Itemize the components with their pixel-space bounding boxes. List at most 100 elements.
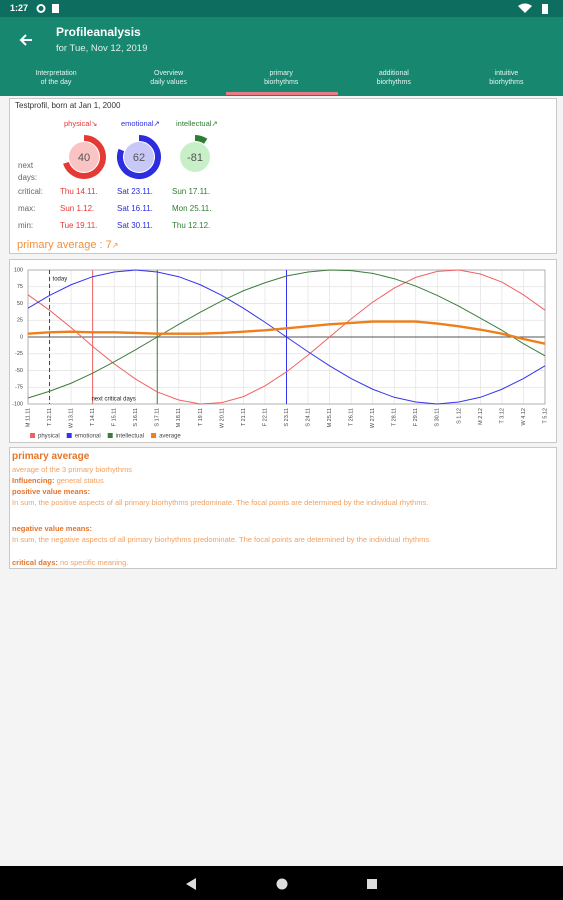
- y-tick-label: 25: [17, 318, 23, 324]
- status-icons-right: [518, 3, 548, 14]
- rhythm-name-text: emotional: [121, 119, 154, 128]
- influencing-label: Influencing:: [12, 476, 55, 485]
- x-tick-label: S 23.11: [284, 408, 290, 427]
- tab[interactable]: additional biorhythms: [338, 69, 450, 87]
- critical-label: critical days:: [12, 558, 58, 567]
- chart-card: [9, 259, 557, 443]
- tab[interactable]: Overview daily values: [113, 69, 225, 87]
- chart: M 11.11 T 12.11 W 13.11 T 14.11 F 15.11 S 16.…: [12, 267, 548, 440]
- x-tick-label: S 1.12: [456, 408, 462, 424]
- rhythm-name-text: physical: [64, 119, 92, 128]
- average-line: primary average : 7↗: [17, 239, 118, 251]
- x-tick-label: W 20.11: [219, 408, 225, 428]
- legend-swatch: [151, 433, 157, 438]
- rhythm-date: Sat 16.11.: [117, 204, 153, 213]
- gauge-value: 40: [78, 152, 90, 164]
- gauge-value: -81: [187, 152, 203, 164]
- influencing: Influencing: general status: [12, 476, 548, 486]
- tab-label-line: biorhythms: [489, 79, 524, 86]
- tab-label-line: Overview: [154, 70, 184, 77]
- x-tick-label: S 24.11: [305, 408, 311, 427]
- gauge-inner: [69, 142, 99, 172]
- app-subtitle: for Tue, Nov 12, 2019: [56, 43, 148, 54]
- tab-label-line: daily values: [150, 79, 187, 86]
- rhythm-date: Sun 17.11.: [172, 187, 211, 196]
- rhythm-name: intellectual↗: [176, 119, 218, 128]
- tab[interactable]: primary biorhythms: [225, 69, 337, 87]
- status-time: 1:27: [10, 3, 29, 13]
- status-icons: [36, 4, 59, 13]
- average-label: primary average :: [17, 239, 103, 251]
- y-tick-label: -25: [15, 351, 23, 357]
- y-tick-label: 50: [17, 301, 23, 307]
- series-line: [27, 269, 546, 405]
- legend-swatch: [66, 433, 72, 438]
- back-button[interactable]: [18, 32, 34, 48]
- profile-card: [9, 98, 557, 254]
- rhythm-date: Thu 14.11.: [60, 187, 98, 196]
- x-tick-label: T 19.11: [198, 408, 204, 426]
- legend-label: emotional: [75, 434, 101, 440]
- x-tick-label: T 28.11: [392, 408, 398, 426]
- x-tick-label: T 26.11: [349, 408, 355, 426]
- rhythm-date: Sat 30.11.: [117, 221, 153, 230]
- rhythm-name-text: intellectual: [176, 119, 212, 128]
- tab-label-line: biorhythms: [376, 79, 411, 86]
- x-tick-label: F 22.11: [262, 408, 268, 426]
- tab-label-line: of the day: [40, 79, 72, 86]
- x-tick-label: W 27.11: [370, 408, 376, 428]
- row-label: critical:: [18, 187, 43, 196]
- gauges: 40 62 -81: [63, 135, 210, 179]
- x-tick-label: T 3.12: [499, 408, 505, 424]
- average-value: 7: [105, 239, 112, 251]
- y-tick-label: -75: [15, 385, 23, 391]
- tab-label-line: biorhythms: [264, 79, 299, 86]
- gauge-arc: [117, 135, 161, 179]
- rhythm-date: Mon 25.11.: [172, 204, 212, 213]
- row-label: min:: [18, 221, 34, 230]
- series-line: [27, 269, 546, 405]
- rhythm-name: emotional↗: [121, 119, 160, 128]
- gauge-arc: [194, 135, 208, 144]
- description-card: [9, 447, 557, 569]
- y-tick-label: -50: [15, 368, 23, 374]
- average-trend: ↗: [111, 241, 119, 250]
- nav-back[interactable]: [186, 878, 196, 890]
- legend-label: average: [159, 434, 181, 440]
- x-tick-label: T 21.11: [241, 408, 247, 426]
- nav-home[interactable]: [276, 878, 288, 890]
- nav-recents[interactable]: [367, 879, 377, 889]
- series-line: [27, 269, 546, 399]
- x-tick-label: M 25.11: [327, 408, 333, 427]
- positive-label-text: positive value means:: [12, 487, 90, 496]
- x-tick-label: F 15.11: [112, 408, 118, 426]
- critical-text: no specific meaning.: [59, 558, 129, 567]
- tab-label-line: primary: [269, 70, 293, 77]
- tab-label-line: intuitive: [494, 70, 519, 77]
- x-tick-label: W 13.11: [69, 408, 75, 428]
- legend-label: intellectual: [116, 434, 144, 440]
- rhythm-trend: ↗: [153, 119, 160, 128]
- x-tick-label: T 14.11: [90, 408, 96, 426]
- profile-header: Testprofil, born at Jan 1, 2000: [15, 101, 121, 110]
- x-tick-label: S 16.11: [133, 408, 139, 427]
- y-tick-label: -100: [12, 401, 23, 407]
- tab[interactable]: intuitive biorhythms: [450, 69, 562, 87]
- rhythm-date: Sun 1.12.: [60, 204, 95, 213]
- x-tick-label: M 18.11: [176, 408, 182, 427]
- positive-text: In sum, the positive aspects of all prim…: [12, 498, 429, 507]
- gauge-arc: [63, 135, 106, 179]
- annotation: today: [53, 277, 68, 283]
- rhythm-date: Thu 12.12.: [172, 221, 211, 230]
- rhythm-trend: ↗: [211, 119, 218, 128]
- description-title: primary average: [12, 451, 90, 462]
- row-label: max:: [18, 204, 36, 213]
- tab-indicator: [226, 92, 338, 95]
- tab-label-line: Interpretation: [35, 70, 77, 77]
- y-tick-label: 0: [20, 334, 23, 340]
- tab-label-line: additional: [378, 70, 409, 77]
- influencing-text: general status: [56, 476, 104, 485]
- gauge-inner: [180, 142, 210, 172]
- negative-label-text: negative value means:: [12, 524, 93, 533]
- tab[interactable]: Interpretation of the day: [0, 69, 112, 87]
